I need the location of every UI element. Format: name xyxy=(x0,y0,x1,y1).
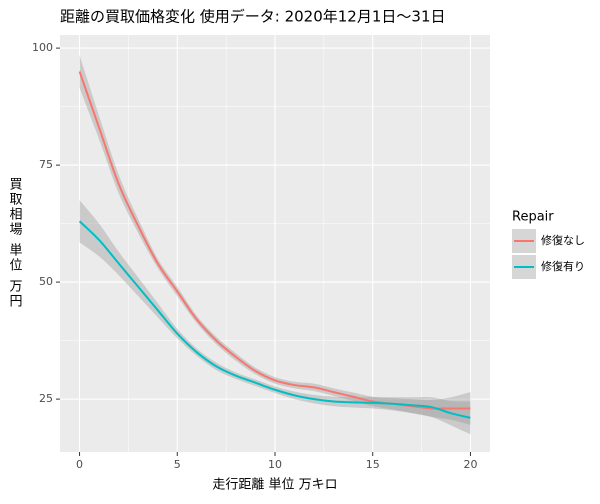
x-tick-label: 20 xyxy=(463,458,477,471)
y-tick-label: 75 xyxy=(39,158,53,171)
x-axis-label: 走行距離 単位 万キロ xyxy=(212,477,337,493)
x-tick-label: 15 xyxy=(366,458,380,471)
line xyxy=(78,220,471,419)
x-tick-label: 10 xyxy=(268,458,282,471)
y-axis-label: 買取相場 単位 万円 xyxy=(7,177,23,309)
chart-title: 距離の買取価格変化 使用データ: 2020年12月1日〜31日 xyxy=(60,8,445,26)
confidence-band xyxy=(79,200,471,435)
legend-label: 修復なし xyxy=(541,233,585,247)
legend-label: 修復有り xyxy=(541,259,585,273)
legend-title: Repair xyxy=(512,210,554,225)
y-tick-label: 50 xyxy=(39,275,53,288)
x-tick-label: 0 xyxy=(76,458,83,471)
y-tick-label: 100 xyxy=(32,41,53,54)
y-tick-label: 25 xyxy=(39,392,53,405)
x-tick-label: 5 xyxy=(174,458,181,471)
